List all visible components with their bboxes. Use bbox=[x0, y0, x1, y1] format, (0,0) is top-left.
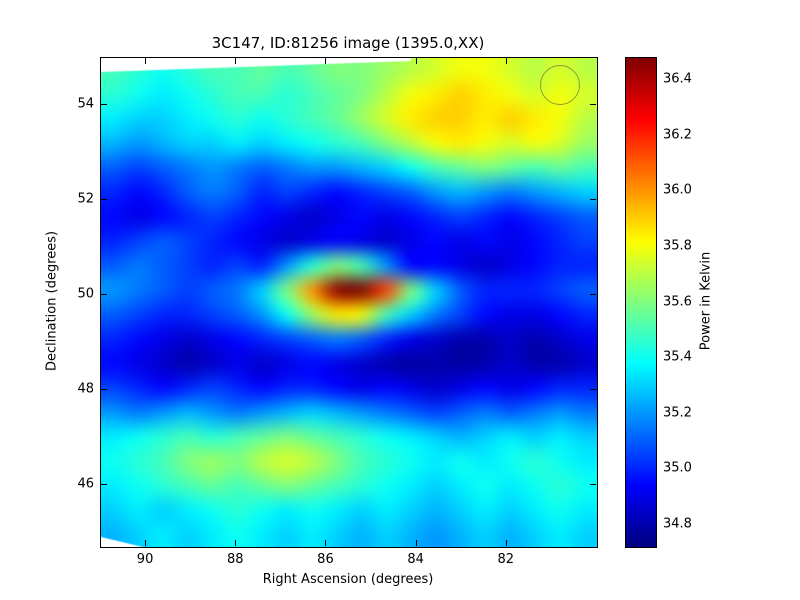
colorbar-tick-label: 35.6 bbox=[663, 294, 692, 309]
x-tick-label: 82 bbox=[497, 552, 515, 567]
x-tick-label: 90 bbox=[136, 552, 154, 567]
tick-mark bbox=[590, 484, 596, 486]
tick-mark bbox=[590, 294, 596, 296]
colorbar-tick-label: 35.2 bbox=[663, 405, 692, 421]
tick-mark bbox=[590, 199, 596, 201]
tick-mark bbox=[101, 294, 107, 296]
colorbar-tick-label: 35.8 bbox=[663, 238, 692, 254]
tick-mark bbox=[101, 389, 107, 391]
colorbar-axis-label: Power in Kelvin bbox=[698, 251, 714, 351]
x-tick-label: 86 bbox=[317, 552, 334, 567]
colorbar-tick-label: 35.4 bbox=[663, 349, 692, 365]
colorbar-tick-label: 34.8 bbox=[663, 516, 692, 532]
y-axis-label: Declination (degrees) bbox=[44, 230, 60, 372]
tick-mark bbox=[590, 104, 596, 106]
tick-mark bbox=[325, 58, 327, 64]
colorbar-tick-label: 35.0 bbox=[663, 460, 692, 476]
tick-mark bbox=[235, 58, 237, 64]
tick-mark bbox=[325, 540, 327, 546]
y-tick-label: 48 bbox=[77, 381, 94, 397]
tick-mark bbox=[101, 484, 107, 486]
tick-mark bbox=[101, 199, 107, 201]
tick-mark bbox=[145, 540, 147, 546]
y-tick-label: 54 bbox=[77, 96, 94, 112]
colorbar-tick-label: 36.4 bbox=[663, 71, 692, 87]
colorbar-tick-label: 36.2 bbox=[663, 127, 692, 143]
colorbar bbox=[625, 57, 657, 548]
y-tick-label: 50 bbox=[77, 286, 94, 302]
tick-mark bbox=[505, 540, 507, 546]
x-tick-label: 88 bbox=[226, 552, 244, 567]
colorbar-tick-label: 36.0 bbox=[663, 182, 692, 198]
x-axis-label: Right Ascension (degrees) bbox=[262, 572, 434, 587]
y-tick-label: 52 bbox=[77, 191, 94, 207]
tick-mark bbox=[505, 58, 507, 64]
tick-mark bbox=[145, 58, 147, 64]
tick-mark bbox=[415, 58, 417, 64]
colorbar-gradient bbox=[626, 58, 656, 547]
tick-mark bbox=[590, 389, 596, 391]
tick-mark bbox=[235, 540, 237, 546]
x-tick-label: 84 bbox=[407, 552, 424, 567]
heatmap-image bbox=[101, 58, 597, 547]
y-tick-label: 46 bbox=[77, 476, 94, 492]
circle-annotation bbox=[539, 65, 580, 106]
heatmap-plot-area bbox=[100, 57, 598, 548]
plot-title: 3C147, ID:81256 image (1395.0,XX) bbox=[211, 34, 485, 52]
tick-mark bbox=[101, 104, 107, 106]
tick-mark bbox=[415, 540, 417, 546]
